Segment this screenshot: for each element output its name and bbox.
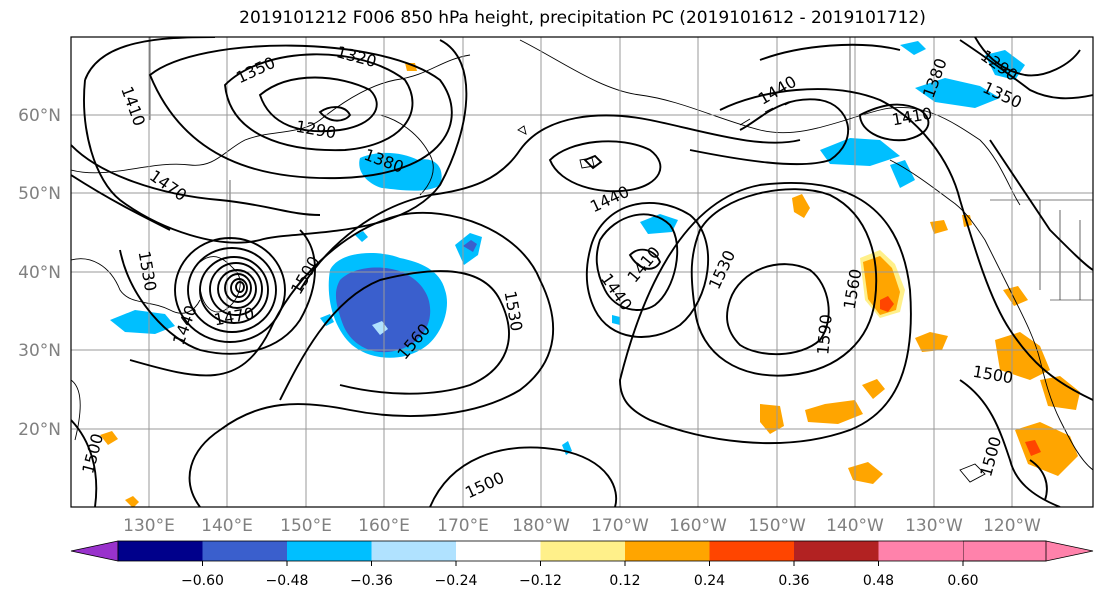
lon-label: 180°W: [512, 516, 570, 536]
lat-label: 20°N: [18, 420, 61, 440]
colorbar-segment: [456, 541, 541, 561]
map-frame: [70, 36, 1094, 508]
lat-label: 60°N: [18, 106, 61, 126]
lon-label: 170°W: [591, 516, 649, 536]
lon-label: 130°E: [123, 516, 175, 536]
colorbar-segment: [540, 541, 625, 561]
colorbar-segment: [118, 541, 203, 561]
colorbar-tick-label: 0.24: [694, 573, 725, 589]
lat-label: 50°N: [18, 184, 61, 204]
lon-label: 170°E: [437, 516, 489, 536]
colorbar-tick-label: 0.48: [863, 573, 894, 589]
lon-label: 150°E: [280, 516, 332, 536]
height-contours: [71, 37, 1093, 507]
colorbar-ticks: [202, 561, 964, 566]
precip-positive-shading: [100, 63, 1080, 507]
figure-title: 2019101212 F006 850 hPa height, precipit…: [239, 8, 926, 28]
colorbar-tick-label: −0.24: [435, 573, 478, 589]
lon-label: 130°W: [905, 516, 963, 536]
colorbar-segment: [202, 541, 287, 561]
colorbar-min-extend: [70, 540, 119, 562]
lat-label: 40°N: [18, 263, 61, 283]
colorbar-segment: [625, 541, 710, 561]
colorbar-tick-labels: −0.60 −0.48 −0.36 −0.24 −0.12 0.12 0.24 …: [181, 573, 979, 589]
colorbar-max-extend: [962, 540, 1094, 562]
lon-label: 160°W: [669, 516, 727, 536]
colorbar-segment: [709, 541, 794, 561]
colorbar-tick-label: −0.12: [519, 573, 562, 589]
colorbar-segment: [371, 541, 456, 561]
colorbar-segment: [794, 541, 879, 561]
lon-label: 160°E: [358, 516, 410, 536]
contour-label: 1590: [813, 313, 835, 355]
colorbar-tick-label: −0.60: [181, 573, 224, 589]
lon-label: 150°W: [748, 516, 806, 536]
colorbar-tick-label: 0.60: [947, 573, 978, 589]
lon-label: 140°W: [826, 516, 884, 536]
gridlines: [71, 37, 1093, 507]
colorbar: [70, 540, 1094, 562]
colorbar-tick-label: 0.36: [778, 573, 809, 589]
lon-label: 120°W: [983, 516, 1041, 536]
colorbar-segment: [287, 541, 372, 561]
colorbar-tick-label: −0.36: [350, 573, 393, 589]
colorbar-tick-label: 0.12: [609, 573, 640, 589]
precip-negative-shading: [110, 41, 1025, 455]
colorbar-tick-label: −0.48: [266, 573, 309, 589]
lat-label: 30°N: [18, 341, 61, 361]
map-content: [71, 37, 1093, 507]
latitude-labels: 60°N 50°N 40°N 30°N 20°N: [18, 106, 61, 440]
lon-label: 140°E: [201, 516, 253, 536]
longitude-labels: 130°E 140°E 150°E 160°E 170°E 180°W 170°…: [123, 516, 1041, 536]
colorbar-segment: [878, 541, 963, 561]
